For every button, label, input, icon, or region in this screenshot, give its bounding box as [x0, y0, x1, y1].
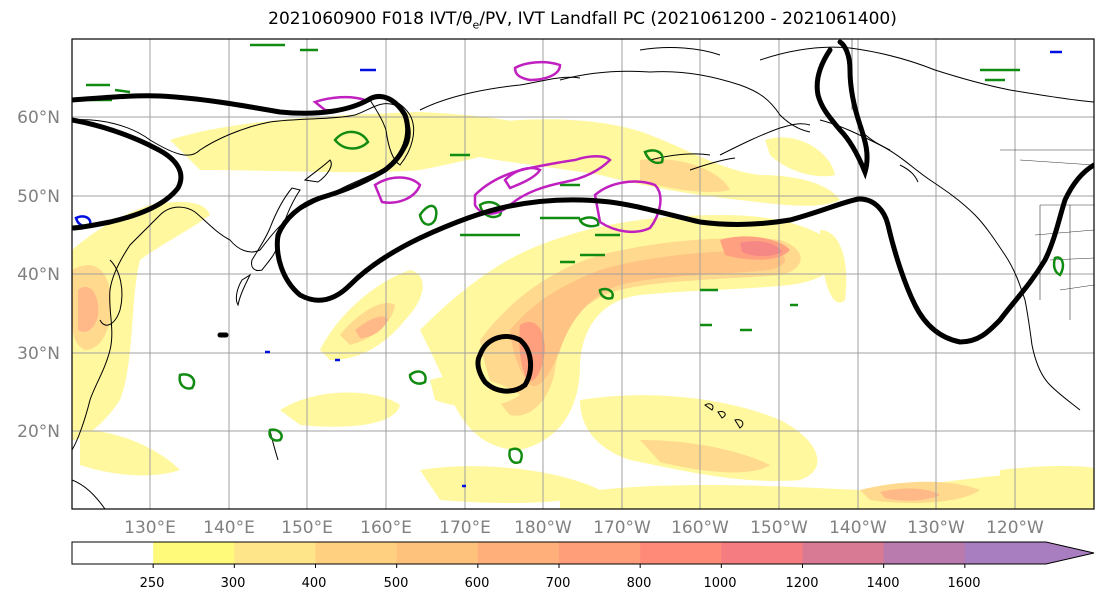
- lon-label-160w: 160°W: [671, 518, 729, 538]
- map-frame: [71, 38, 1095, 510]
- colorbar: 250 300 400 500 600 700 800 1000 1200 14…: [71, 541, 1095, 591]
- lon-label-140e: 140°E: [203, 518, 255, 538]
- cb-tick-label-1200: 1200: [785, 576, 818, 591]
- cb-tick-label-400: 400: [302, 576, 327, 591]
- colorbar-segment: [883, 542, 966, 564]
- colorbar-segment: [396, 542, 479, 564]
- colorbar-extend-arrow: [1046, 542, 1094, 564]
- cb-tick-label-1400: 1400: [866, 576, 899, 591]
- longitude-labels: 130°E 140°E 150°E 160°E 170°E 180°W 170°…: [124, 518, 1044, 538]
- colorbar-segment: [964, 542, 1047, 564]
- colorbar-segment: [315, 542, 398, 564]
- colorbar-tick-labels: 250 300 400 500 600 700 800 1000 1200 14…: [140, 576, 981, 591]
- lat-label-50: 50°N: [17, 187, 60, 207]
- cb-tick-label-800: 800: [627, 576, 652, 591]
- colorbar-segment: [72, 542, 154, 564]
- colorbar-segment: [559, 542, 641, 564]
- map-title: 2021060900 F018 IVT/θe/PV, IVT Landfall …: [268, 9, 897, 32]
- cb-tick-label-500: 500: [384, 576, 409, 591]
- lon-label-180w: 180°W: [514, 518, 572, 538]
- lon-label-150e: 150°E: [281, 518, 333, 538]
- colorbar-segment: [802, 542, 885, 564]
- cb-tick-label-1000: 1000: [703, 576, 736, 591]
- lon-label-130w: 130°W: [907, 518, 965, 538]
- lat-label-60: 60°N: [17, 108, 60, 128]
- cb-tick-label-1600: 1600: [947, 576, 980, 591]
- latitude-labels: 60°N 50°N 40°N 30°N 20°N: [17, 108, 60, 442]
- lon-label-160e: 160°E: [360, 518, 412, 538]
- lon-label-130e: 130°E: [124, 518, 176, 538]
- cb-tick-label-600: 600: [465, 576, 490, 591]
- blue-contours: [74, 50, 1062, 488]
- colorbar-segment: [640, 542, 722, 564]
- colorbar-segment: [234, 542, 316, 564]
- colorbar-segment: [721, 542, 803, 564]
- colorbar-segment: [153, 542, 235, 564]
- lon-label-140w: 140°W: [829, 518, 887, 538]
- lat-label-40: 40°N: [17, 265, 60, 285]
- colorbar-ticks: [152, 564, 966, 568]
- lat-label-20: 20°N: [17, 422, 60, 442]
- lon-label-170e: 170°E: [439, 518, 491, 538]
- cb-tick-label-300: 300: [221, 576, 246, 591]
- black-contours: [72, 39, 1094, 394]
- colorbar-outline: [71, 541, 1095, 565]
- colorbar-segment: [477, 542, 560, 564]
- lon-label-120w: 120°W: [986, 518, 1044, 538]
- lon-label-170w: 170°W: [593, 518, 651, 538]
- cb-tick-label-700: 700: [546, 576, 571, 591]
- lon-label-150w: 150°W: [750, 518, 808, 538]
- colorbar-segments: [72, 542, 1094, 564]
- cb-tick-label-250: 250: [140, 576, 165, 591]
- lat-label-30: 30°N: [17, 344, 60, 364]
